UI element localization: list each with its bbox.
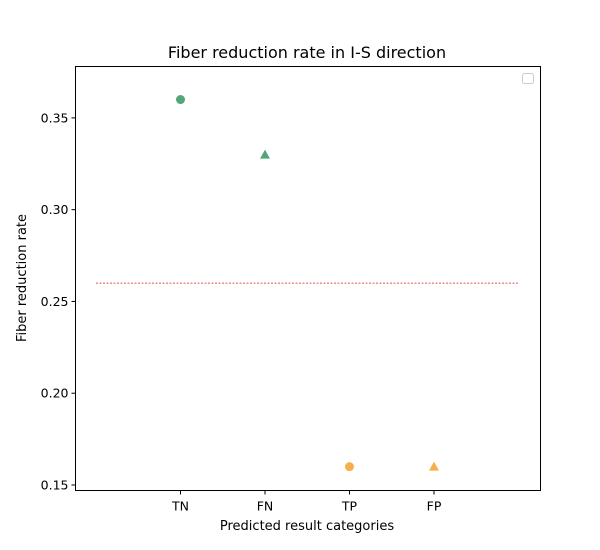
- data-point-fp: [429, 461, 439, 471]
- y-tick-label: 0.30: [41, 202, 69, 217]
- x-axis: TN FN TP FP: [171, 490, 442, 514]
- data-point-tp: [345, 462, 354, 472]
- y-tick-label: 0.20: [41, 386, 69, 401]
- x-tick-label: TP: [341, 499, 358, 514]
- y-tick-label: 0.35: [41, 110, 69, 125]
- data-point-tn: [176, 95, 185, 105]
- plot-area: [75, 66, 541, 491]
- y-axis-label: Fiber reduction rate: [15, 214, 30, 342]
- data-points: [176, 95, 439, 472]
- x-tick-label: FP: [427, 499, 442, 514]
- y-axis: 0.15 0.20 0.25 0.30 0.35: [41, 110, 76, 492]
- chart-title: Fiber reduction rate in I-S direction: [168, 43, 446, 62]
- y-tick-label: 0.15: [41, 477, 69, 492]
- y-tick-label: 0.25: [41, 294, 69, 309]
- data-point-fn: [260, 149, 270, 159]
- x-tick-label: FN: [257, 499, 274, 514]
- x-tick-label: TN: [171, 499, 189, 514]
- x-axis-label: Predicted result categories: [220, 519, 394, 534]
- legend-box: [522, 73, 534, 84]
